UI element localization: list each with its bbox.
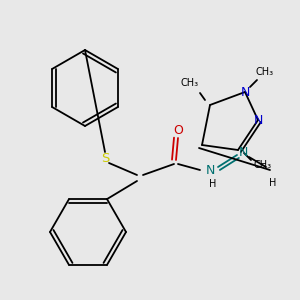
Text: N: N xyxy=(253,113,263,127)
Text: CH₃: CH₃ xyxy=(181,78,199,88)
Text: H: H xyxy=(209,179,217,189)
Text: N: N xyxy=(240,85,250,98)
Text: O: O xyxy=(173,124,183,136)
Text: CH₃: CH₃ xyxy=(256,67,274,77)
Text: N: N xyxy=(238,146,248,158)
Text: CH₃: CH₃ xyxy=(254,160,272,170)
Text: H: H xyxy=(269,178,277,188)
Text: N: N xyxy=(205,164,215,176)
Text: S: S xyxy=(101,152,109,164)
